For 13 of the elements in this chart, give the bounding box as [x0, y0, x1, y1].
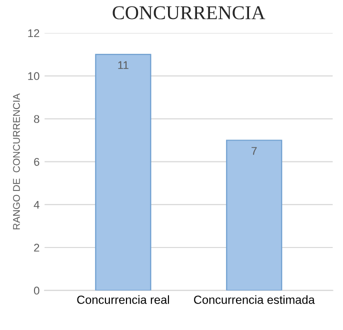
- y-axis-title: RANGO DE CONCURRENCIA: [13, 93, 20, 230]
- y-tick-label: 4: [34, 200, 40, 209]
- chart-title: CONCURRENCIA: [112, 6, 266, 20]
- x-tick-label: Concurrencia real: [77, 295, 169, 304]
- y-tick-label: 12: [28, 29, 40, 38]
- x-tick-label: Concurrencia estimada: [194, 295, 315, 304]
- data-label: 7: [252, 147, 257, 155]
- y-tick-label: 6: [34, 158, 40, 166]
- y-tick-label: 10: [28, 72, 40, 80]
- y-tick-label: 0: [34, 286, 40, 295]
- y-tick-label: 8: [34, 115, 40, 123]
- data-label: 11: [118, 61, 128, 69]
- y-tick-label: 2: [34, 244, 40, 252]
